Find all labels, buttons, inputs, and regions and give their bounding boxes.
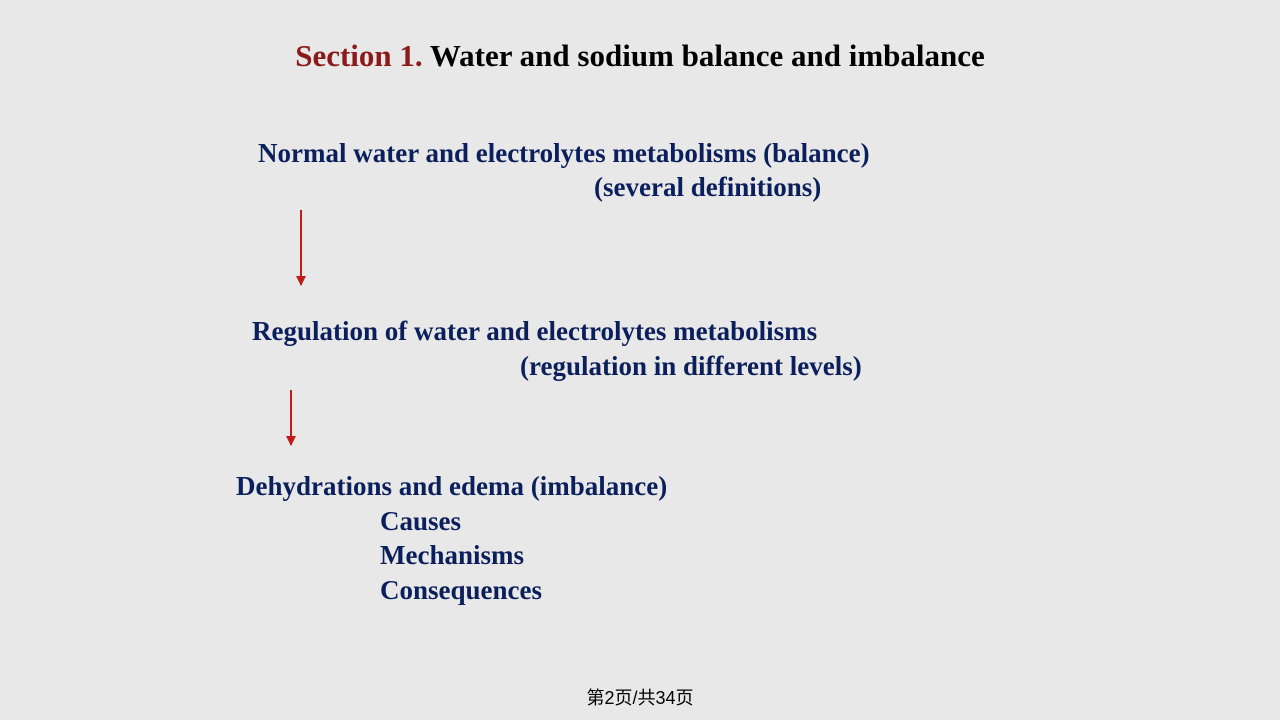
block2-heading: Regulation of water and electrolytes met… [252,316,817,347]
block3-item-mechanisms: Mechanisms [380,540,524,571]
slide-title: Section 1. Water and sodium balance and … [0,38,1280,74]
section-label: Section 1. [295,38,422,73]
block1-subtext: (several definitions) [594,172,821,203]
block3-item-consequences: Consequences [380,575,542,606]
section-title-text: Water and sodium balance and imbalance [423,38,985,73]
block2-subtext: (regulation in different levels) [520,351,862,382]
arrow-down-icon [300,210,302,285]
block3-item-causes: Causes [380,506,461,537]
page-indicator: 第2页/共34页 [0,684,1280,710]
block3-heading: Dehydrations and edema (imbalance) [236,471,667,502]
slide-container: Section 1. Water and sodium balance and … [0,0,1280,720]
arrow-down-icon [290,390,292,445]
block1-heading: Normal water and electrolytes metabolism… [258,138,870,169]
